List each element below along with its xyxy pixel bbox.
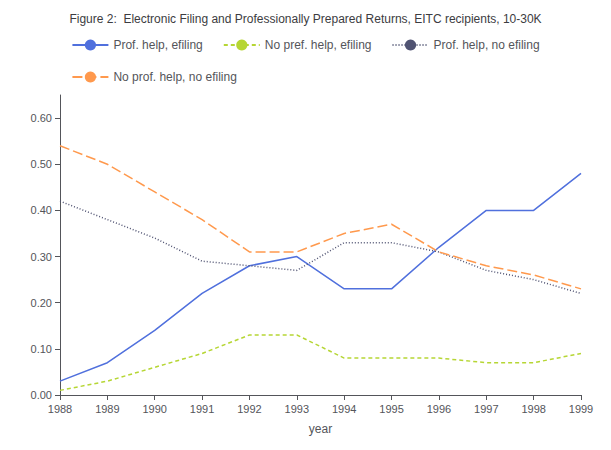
svg-text:1993: 1993 xyxy=(285,403,309,415)
svg-text:1991: 1991 xyxy=(190,403,214,415)
svg-text:1999: 1999 xyxy=(569,403,593,415)
svg-text:0.20: 0.20 xyxy=(31,297,52,309)
svg-text:No prof. help, no efiling: No prof. help, no efiling xyxy=(113,70,236,84)
svg-text:Prof. help, efiling: Prof. help, efiling xyxy=(113,38,202,52)
svg-text:0.60: 0.60 xyxy=(31,112,52,124)
svg-text:1996: 1996 xyxy=(427,403,451,415)
svg-text:1997: 1997 xyxy=(474,403,498,415)
svg-text:0.50: 0.50 xyxy=(31,158,52,170)
svg-text:1995: 1995 xyxy=(379,403,403,415)
svg-text:1988: 1988 xyxy=(48,403,72,415)
svg-text:1990: 1990 xyxy=(142,403,166,415)
svg-text:Figure 2: Electronic Filing a: Figure 2: Electronic Filing and Professi… xyxy=(69,12,541,26)
svg-text:0.00: 0.00 xyxy=(31,389,52,401)
svg-text:Prof. help, no efiling: Prof. help, no efiling xyxy=(434,38,540,52)
svg-text:1998: 1998 xyxy=(521,403,545,415)
svg-text:0.30: 0.30 xyxy=(31,251,52,263)
svg-text:1994: 1994 xyxy=(332,403,356,415)
svg-text:0.40: 0.40 xyxy=(31,204,52,216)
svg-text:year: year xyxy=(309,422,332,436)
svg-text:1989: 1989 xyxy=(95,403,119,415)
svg-text:1992: 1992 xyxy=(237,403,261,415)
svg-text:No pref. help, efiling: No pref. help, efiling xyxy=(265,38,372,52)
svg-text:0.10: 0.10 xyxy=(31,343,52,355)
